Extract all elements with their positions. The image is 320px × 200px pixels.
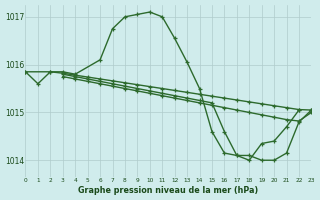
- X-axis label: Graphe pression niveau de la mer (hPa): Graphe pression niveau de la mer (hPa): [78, 186, 259, 195]
